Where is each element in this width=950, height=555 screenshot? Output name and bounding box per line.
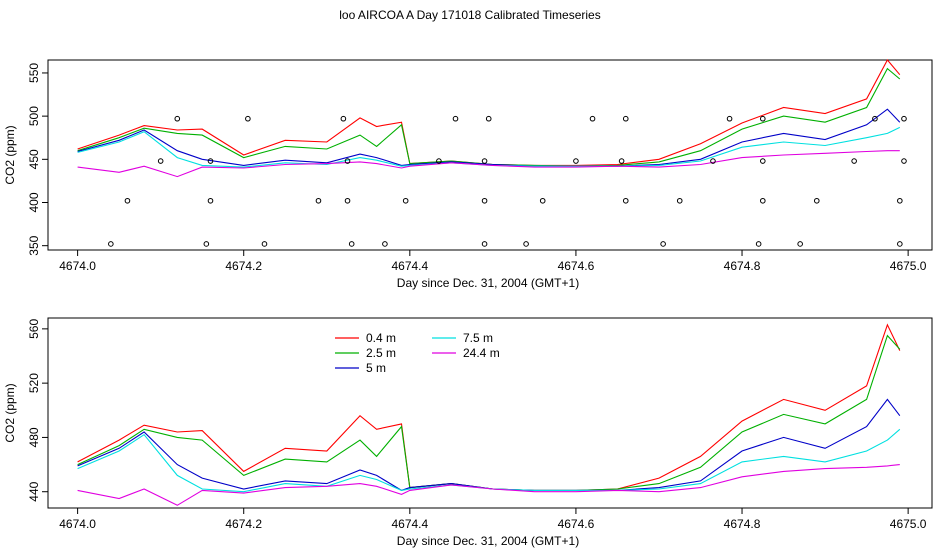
sample-point (759, 197, 766, 204)
sample-point (622, 115, 629, 122)
sample-point (622, 197, 629, 204)
sample-point (523, 241, 529, 247)
x-tick-label: 4674.8 (724, 259, 761, 273)
sample-point (897, 241, 903, 247)
x-tick-label: 4674.6 (558, 517, 595, 531)
x-tick-label: 4674.2 (225, 259, 262, 273)
y-tick-label: 400 (27, 192, 41, 212)
sample-point (207, 197, 214, 204)
y-tick-label: 450 (27, 149, 41, 169)
series-line-24-4-m (77, 464, 900, 506)
sample-point (897, 197, 903, 204)
sample-point (901, 115, 907, 122)
sample-point (108, 241, 114, 247)
sample-point (402, 197, 409, 204)
series-line-5-m (77, 398, 901, 492)
sample-point (851, 158, 857, 164)
sample-point (207, 158, 214, 164)
sample-point (539, 197, 546, 204)
sample-point (481, 241, 488, 247)
y-tick-label: 480 (27, 427, 41, 447)
plot-frame (47, 317, 933, 509)
legend-label: 24.4 m (463, 346, 500, 360)
x-axis-label: Day since Dec. 31, 2004 (GMT+1) (397, 534, 579, 548)
x-tick-label: 4674.0 (59, 259, 96, 273)
sample-point (340, 115, 347, 122)
sample-point (759, 115, 766, 122)
series-line-7-5-m (77, 126, 901, 168)
sample-point (676, 197, 683, 204)
y-tick-label: 560 (27, 319, 41, 339)
sample-point (589, 115, 596, 122)
top-panel: 4674.0 4674.2 4674.4 4674.6 4674.8 4675.0 350 4… (3, 59, 933, 290)
sample-point (452, 115, 459, 122)
sample-point (124, 197, 131, 204)
x-tick-label: 4674.2 (225, 517, 262, 531)
legend-label: 5 m (366, 361, 386, 375)
sample-point (618, 158, 625, 164)
sample-point (382, 241, 388, 247)
y-tick-label: 550 (27, 63, 41, 83)
sample-point (660, 241, 666, 247)
x-tick-label: 4674.0 (59, 517, 96, 531)
y-axis-label: CO2 (ppm) (3, 125, 17, 184)
x-tick-label: 4674.4 (391, 517, 428, 531)
sample-point (315, 197, 322, 204)
series-line-24-4-m (77, 150, 900, 178)
sample-point (481, 197, 488, 204)
legend-label: 2.5 m (366, 346, 396, 360)
y-tick-label: 500 (27, 106, 41, 126)
series-line-7-5-m (77, 428, 901, 493)
legend-label: 7.5 m (463, 331, 493, 345)
sample-point (245, 115, 251, 122)
sample-point (872, 115, 878, 122)
sample-point (157, 158, 164, 164)
sample-point (759, 158, 766, 164)
sample-point (813, 197, 820, 204)
sample-point (573, 158, 579, 164)
figure-title: loo AIRCOA A Day 171018 Calibrated Times… (339, 8, 600, 22)
sample-point (485, 115, 492, 122)
series-line-5-m (77, 108, 901, 167)
sample-point (344, 158, 351, 164)
series-line-2-5-m (77, 67, 901, 167)
sample-point (436, 158, 442, 164)
sample-point (348, 241, 355, 247)
sample-point (710, 158, 716, 164)
sample-point (261, 241, 268, 247)
sample-point (344, 197, 351, 204)
y-axis-label: CO2 (ppm) (3, 383, 17, 442)
y-tick-label: 520 (27, 373, 41, 393)
sample-point (755, 241, 762, 247)
bottom-panel: 4674.0 4674.2 4674.4 4674.6 4674.8 4675.0 440 4… (3, 317, 933, 548)
sample-point (726, 115, 733, 122)
y-tick-label: 350 (27, 235, 41, 255)
sample-point (203, 241, 210, 247)
sample-point (481, 158, 488, 164)
x-tick-label: 4675.0 (890, 517, 927, 531)
y-tick-label: 440 (27, 481, 41, 501)
x-tick-label: 4675.0 (890, 259, 927, 273)
x-tick-label: 4674.4 (391, 259, 428, 273)
x-tick-label: 4674.6 (558, 259, 595, 273)
plot-frame (47, 59, 933, 251)
x-axis-label: Day since Dec. 31, 2004 (GMT+1) (397, 276, 579, 290)
sample-point (797, 241, 803, 247)
sample-point (901, 158, 907, 164)
x-tick-label: 4674.8 (724, 517, 761, 531)
legend-label: 0.4 m (366, 331, 396, 345)
sample-point (174, 115, 181, 122)
series-line-0-4-m (77, 59, 901, 166)
